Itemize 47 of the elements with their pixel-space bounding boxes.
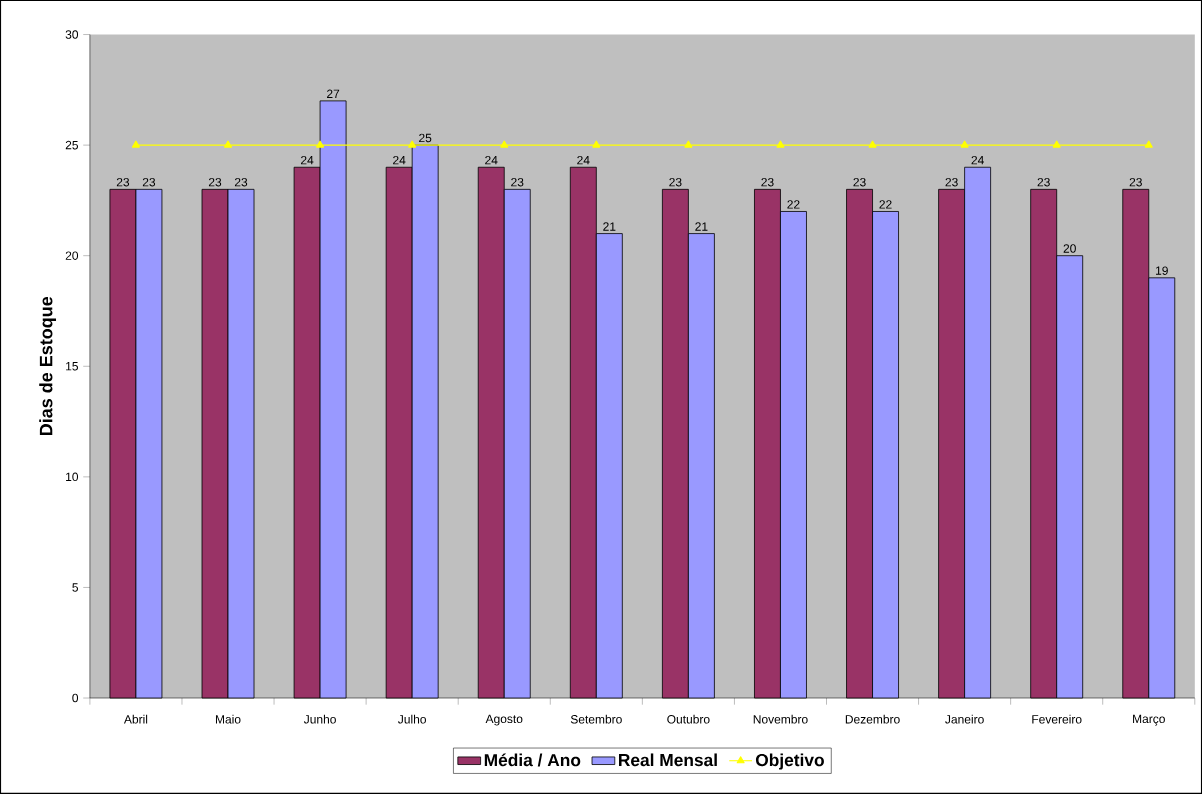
- data-label: 24: [577, 155, 590, 165]
- x-tick-label: Fevereiro: [1032, 714, 1082, 724]
- data-label: 24: [971, 155, 984, 165]
- data-label: 24: [393, 155, 406, 165]
- x-tick-label: Março: [1133, 714, 1165, 726]
- data-label: 23: [945, 177, 958, 187]
- data-label: 21: [695, 222, 708, 231]
- data-label: 23: [234, 177, 248, 187]
- data-label: 25: [419, 133, 432, 143]
- x-tick-label: Junho: [303, 714, 336, 724]
- data-label: 22: [879, 200, 892, 209]
- data-label: 21: [603, 222, 616, 231]
- x-tick-label: Janeiro: [945, 714, 984, 724]
- y-tick-label: 20: [65, 251, 79, 260]
- data-label: 23: [1037, 177, 1050, 187]
- data-label: 23: [208, 177, 222, 187]
- x-tick-label: Agosto: [485, 714, 523, 726]
- data-label: 24: [485, 155, 498, 165]
- data-label: 22: [787, 200, 800, 209]
- data-label: 23: [142, 177, 156, 187]
- data-label: 23: [853, 177, 866, 187]
- data-label: 23: [116, 177, 130, 187]
- data-label: 23: [669, 177, 682, 187]
- y-tick-label: 5: [72, 583, 79, 592]
- x-tick-label: Novembro: [753, 714, 808, 724]
- x-tick-label: Julho: [398, 714, 426, 724]
- y-tick-label: 30: [65, 30, 79, 39]
- data-label: 19: [1156, 266, 1168, 275]
- legend-label: Média / Ano: [484, 753, 581, 767]
- legend-label: Objetivo: [755, 753, 824, 770]
- x-tick-label: Setembro: [570, 714, 622, 724]
- x-tick-label: Maio: [215, 714, 241, 724]
- x-tick-label: Outubro: [667, 714, 710, 724]
- y-tick-label: 25: [65, 140, 79, 150]
- x-tick-label: Abril: [123, 714, 148, 724]
- data-label: 24: [301, 155, 314, 165]
- y-tick-label: 15: [66, 362, 79, 371]
- data-label: 23: [511, 177, 524, 187]
- x-tick-label: Dezembro: [845, 714, 900, 724]
- y-tick-label: 0: [72, 693, 79, 703]
- data-label: 23: [1129, 177, 1142, 187]
- legend-label: Real Mensal: [619, 753, 717, 767]
- y-tick-label: 10: [66, 472, 79, 482]
- data-label: 27: [327, 89, 340, 98]
- y-axis-title: Dias de Estoque: [39, 296, 57, 436]
- data-label: 23: [761, 177, 774, 187]
- data-label: 20: [1063, 244, 1076, 253]
